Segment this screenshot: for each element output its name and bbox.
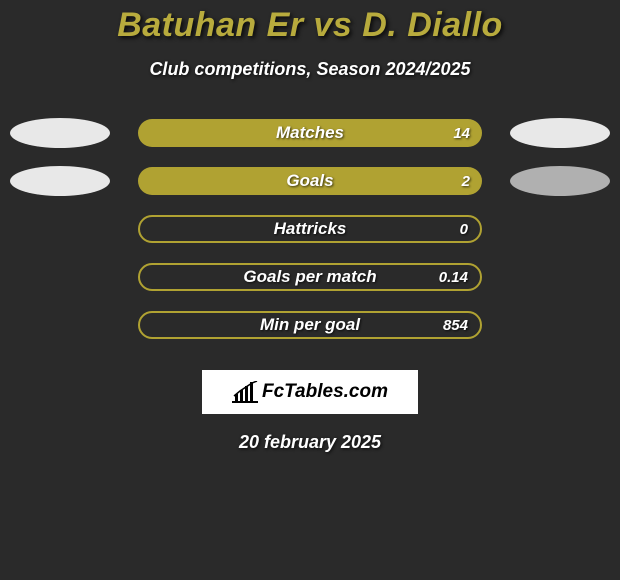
stat-label: Goals [138,171,482,191]
stat-value: 854 [443,317,468,334]
date-label: 20 february 2025 [0,432,620,453]
ellipse-left [10,166,110,196]
ellipse-right [510,166,610,196]
stat-bar: Hattricks0 [138,215,482,243]
stat-row: Matches14 [0,118,620,148]
stat-label: Hattricks [140,219,480,239]
ellipse-spacer [10,214,110,244]
stat-value: 0 [460,221,468,238]
logo-box: FcTables.com [202,370,418,414]
stat-label: Min per goal [140,315,480,335]
ellipse-spacer [510,262,610,292]
ellipse-spacer [10,262,110,292]
page-title: Batuhan Er vs D. Diallo [0,6,620,45]
ellipse-spacer [10,310,110,340]
stat-bar: Min per goal854 [138,311,482,339]
stat-row: Goals per match0.14 [0,262,620,292]
stat-rows: Matches14 Goals2 Hattricks0 Goals per match… [0,118,620,340]
stat-row: Goals2 [0,166,620,196]
ellipse-spacer [510,214,610,244]
stat-value: 14 [453,125,470,142]
stat-bar: Goals2 [138,167,482,195]
stat-value: 2 [462,173,470,190]
stat-value: 0.14 [439,269,468,286]
stat-row: Min per goal854 [0,310,620,340]
stat-label: Matches [138,123,482,143]
stat-bar: Goals per match0.14 [138,263,482,291]
comparison-infographic: Batuhan Er vs D. Diallo Club competition… [0,0,620,453]
stat-label: Goals per match [140,267,480,287]
ellipse-right [510,118,610,148]
stat-row: Hattricks0 [0,214,620,244]
ellipse-left [10,118,110,148]
ellipse-spacer [510,310,610,340]
stat-bar: Matches14 [138,119,482,147]
subtitle: Club competitions, Season 2024/2025 [0,59,620,80]
logo-text: FcTables.com [262,381,388,403]
bars-icon [232,381,258,403]
